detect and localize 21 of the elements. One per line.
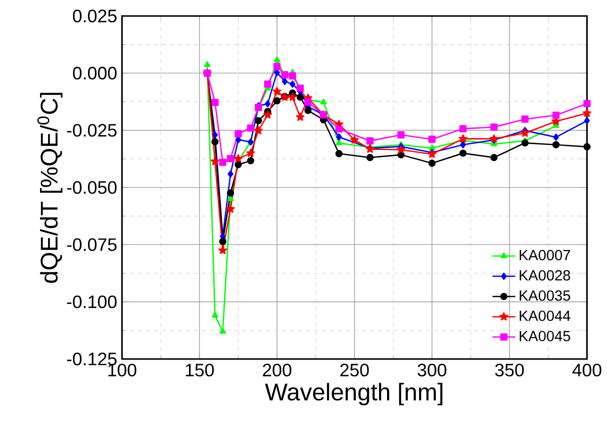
- y-tick-label: -0.050: [67, 181, 117, 194]
- legend-label: KA0044: [520, 310, 570, 322]
- x-tick-label: 200: [262, 364, 292, 376]
- x-tick-label: 250: [340, 364, 369, 376]
- legend-label: KA0035: [520, 290, 570, 301]
- x-tick-label: 400: [572, 364, 602, 376]
- legend-label: KA0045: [520, 330, 570, 342]
- x-tick-label: 150: [186, 364, 214, 376]
- y-tick-label: -0.025: [67, 124, 117, 137]
- y-tick-label: -0.100: [67, 295, 117, 308]
- legend-label: KA0028: [520, 270, 570, 281]
- y-tick-label: -0.075: [67, 238, 117, 252]
- y-axis-title: dQE/dT [%QE/$^{0}$C]: [37, 92, 62, 283]
- x-axis-title: Wavelength [nm]: [265, 382, 442, 406]
- y-tick-label: 0.000: [72, 66, 117, 80]
- x-tick-label: 100: [108, 364, 136, 376]
- y-tick-label: -0.125: [67, 352, 117, 366]
- x-tick-label: 300: [418, 364, 446, 376]
- legend-label: KA0007: [520, 250, 570, 260]
- y-tick-label: 0.025: [72, 10, 117, 22]
- x-tick-label: 350: [495, 364, 524, 376]
